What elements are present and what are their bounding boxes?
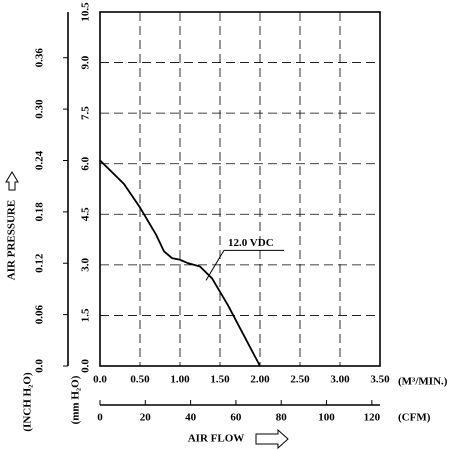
plot-frame <box>99 11 381 367</box>
x2-tick-label: 120 <box>364 412 381 424</box>
x2-unit: (CFM) <box>398 412 431 424</box>
x2-tick-label: 100 <box>318 412 335 424</box>
annotation: 12.0 VDC <box>228 237 274 249</box>
x2-tick-label: 60 <box>230 412 242 424</box>
y2-tick-label: 0.12 <box>34 253 46 273</box>
x-tick-label: 0.0 <box>93 374 107 386</box>
x2-tick-label: 0 <box>97 412 103 424</box>
y-tick-label: 6.0 <box>80 156 92 170</box>
x-tick-label: 2.00 <box>250 374 270 386</box>
arrow-icon <box>5 171 19 191</box>
y2-tick-label: 0.06 <box>34 304 46 324</box>
x2-tick-label: 40 <box>185 412 197 424</box>
line <box>99 159 261 367</box>
y2-tick-label: 0.30 <box>34 99 46 119</box>
y-tick-label: 1.5 <box>80 308 92 322</box>
y2-unit: (INCH H₂O) <box>22 372 34 432</box>
y-axis-label: AIR PRESSURE <box>6 200 18 280</box>
y-tick-label: 10.5 <box>80 2 92 22</box>
x-axis-label: AIR FLOW <box>188 433 245 445</box>
y2-tick-label: 0.0 <box>34 359 46 373</box>
x-tick-label: 3.00 <box>330 374 350 386</box>
y2-tick-label: 0.18 <box>34 202 46 222</box>
x-tick-label: 3.50 <box>370 374 390 386</box>
y-tick-label: 9.0 <box>80 55 92 69</box>
x-tick-label: 0.50 <box>130 374 150 386</box>
y-unit: (mm H₂O) <box>70 375 82 424</box>
x-tick-label: 2.50 <box>290 374 310 386</box>
x2-tick-label: 80 <box>276 412 288 424</box>
arrow-icon <box>255 428 289 450</box>
y2-tick-label: 0.36 <box>34 48 46 68</box>
x-tick-label: 1.00 <box>170 374 190 386</box>
y-tick-label: 7.5 <box>80 106 92 120</box>
y-tick-label: 0.0 <box>80 359 92 373</box>
x-tick-label: 1.50 <box>210 374 230 386</box>
y-tick-label: 3.0 <box>80 257 92 271</box>
annotation-leader <box>205 249 284 281</box>
y-tick-label: 4.5 <box>80 207 92 221</box>
x2-tick-label: 20 <box>140 412 152 424</box>
x-unit: (M³/MIN.) <box>398 376 448 388</box>
y2-tick-label: 0.24 <box>34 150 46 170</box>
